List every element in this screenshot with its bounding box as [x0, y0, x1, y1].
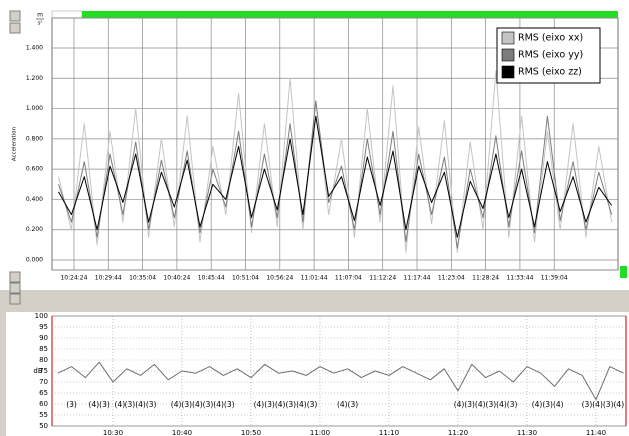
x-tick-label: 10:40: [172, 429, 192, 436]
pan-button[interactable]: [9, 293, 21, 305]
legend-label: RMS (eixo xx): [518, 33, 583, 44]
y-tick-label: 0.200: [26, 226, 43, 233]
x-tick-label: 10:35:04: [129, 275, 156, 282]
progress-bar: [82, 11, 618, 19]
x-tick-label: 10:45:44: [198, 275, 225, 282]
x-tick-label: 11:01:44: [301, 275, 328, 282]
x-tick-label: 11:17:44: [404, 275, 431, 282]
y-tick-label: 95: [39, 323, 48, 331]
legend-swatch: [501, 48, 515, 62]
y-axis-label: dB: [33, 367, 42, 375]
pan-button[interactable]: [9, 282, 21, 294]
annotation: (3)(4)(3): [125, 400, 157, 409]
y-tick-label: 85: [39, 345, 48, 353]
y-tick-label: 1.400: [26, 44, 43, 51]
annotation: (4)(3)(4)(3)(4)(3): [454, 400, 518, 409]
pan-button[interactable]: [9, 271, 21, 283]
rms-line: [58, 100, 613, 249]
x-tick-label: 11:40: [586, 429, 606, 436]
y-tick-label: 55: [39, 411, 48, 419]
x-tick-label: 10:30: [103, 429, 123, 436]
splitter: [0, 290, 629, 312]
annotation: (4)(3): [337, 400, 358, 409]
annotation: (4)(3): [89, 400, 110, 409]
annotation: (4)(3)(4): [532, 400, 564, 409]
legend-label: RMS (eixo yy): [518, 50, 583, 61]
legend-label: RMS (eixo zz): [518, 67, 582, 78]
x-tick-label: 10:50: [241, 429, 261, 436]
x-tick-label: 10:29:44: [95, 275, 122, 282]
x-tick-label: 11:28:24: [472, 275, 499, 282]
x-tick-label: 11:00: [310, 429, 330, 436]
zoom-button[interactable]: [9, 10, 21, 22]
y-tick-label: 0.400: [26, 196, 43, 203]
y-tick-label: 60: [39, 400, 48, 408]
y-tick-label: 65: [39, 389, 48, 397]
annotation: (3): [66, 400, 77, 409]
y-tick-label: 0.000: [26, 257, 43, 264]
x-tick-label: 11:23:04: [438, 275, 465, 282]
scroll-indicator: [620, 266, 627, 278]
x-tick-label: 11:20: [448, 429, 468, 436]
x-tick-label: 11:10: [379, 429, 399, 436]
legend-swatch: [501, 31, 515, 45]
annotation: (3)(4)(3)(4): [582, 400, 625, 409]
rms-line: [58, 70, 613, 253]
left-strip: [0, 312, 6, 436]
x-tick-label: 11:07:04: [335, 275, 362, 282]
y-tick-label: 100: [35, 312, 48, 320]
x-tick-label: 11:12:24: [369, 275, 396, 282]
y-tick-label: 0.600: [26, 166, 43, 173]
zoom-button[interactable]: [9, 22, 21, 34]
y-tick-label: 70: [39, 378, 48, 386]
annotation: (4)(3)(4)(3)(4)(3): [254, 400, 318, 409]
x-tick-label: 10:40:24: [163, 275, 190, 282]
annotation: (4)(3)(4)(3)(4)(3): [171, 400, 235, 409]
plot-area: [51, 315, 627, 427]
y-unit: s²: [38, 21, 43, 27]
y-axis-label: Acceleration: [12, 126, 18, 161]
x-tick-label: 11:39:04: [541, 275, 568, 282]
x-tick-label: 11:33:44: [506, 275, 533, 282]
db-line: [57, 361, 624, 401]
y-unit: m: [37, 12, 43, 19]
x-tick-label: 10:56:24: [266, 275, 293, 282]
x-tick-label: 11:30: [517, 429, 537, 436]
y-tick-label: 90: [39, 334, 48, 342]
y-tick-label: 0.800: [26, 135, 43, 142]
y-tick-label: 80: [39, 356, 48, 364]
y-tick-label: 1.000: [26, 105, 43, 112]
annotation: (4): [115, 400, 126, 409]
rms-line: [58, 115, 613, 238]
y-tick-label: 50: [39, 422, 48, 430]
y-tick-label: 1.200: [26, 75, 43, 82]
x-tick-label: 10:24:24: [60, 275, 87, 282]
x-tick-label: 10:51:04: [232, 275, 259, 282]
legend-swatch: [501, 65, 515, 79]
y-tick-label: 75: [39, 367, 48, 375]
